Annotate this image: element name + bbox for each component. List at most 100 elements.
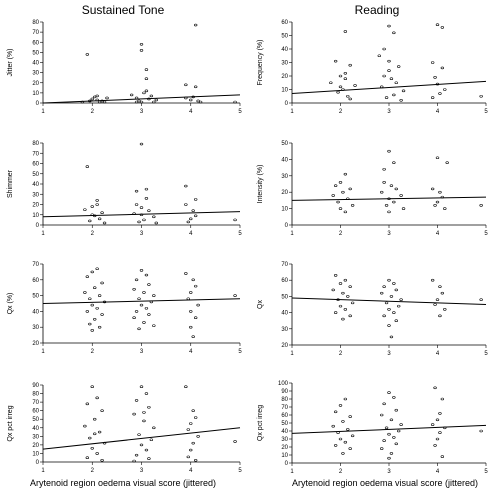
y-tick-label: 70 xyxy=(281,262,288,268)
x-tick-label: 4 xyxy=(189,468,193,474)
data-point xyxy=(336,90,340,94)
data-point xyxy=(142,218,146,222)
data-point xyxy=(139,49,144,52)
data-point xyxy=(90,303,94,307)
data-point xyxy=(139,213,144,217)
data-point xyxy=(392,31,396,35)
x-tick-label: 4 xyxy=(436,469,440,475)
y-tick-label: 10 xyxy=(32,451,39,457)
data-point xyxy=(348,415,352,418)
data-point xyxy=(152,215,156,219)
y-tick-label: 80 xyxy=(32,20,39,26)
data-point xyxy=(387,456,391,460)
data-point xyxy=(384,204,389,207)
y-axis-label: Qx pct irreg xyxy=(7,405,14,441)
data-point xyxy=(430,61,435,64)
data-point xyxy=(184,272,188,275)
data-point xyxy=(139,42,144,46)
y-tick-label: 80 xyxy=(32,141,39,147)
data-point xyxy=(333,444,338,447)
x-tick-label: 4 xyxy=(189,109,193,115)
data-point xyxy=(394,187,398,191)
panel-qx_pct_irreg_sustained: 0 10 20 30 40 50 60 70 80 90 1 2 3 4 5 Qx pct irreg xyxy=(7,383,242,474)
x-tick-label: 1 xyxy=(290,109,294,115)
column-title-sustained-tone: Sustained Tone xyxy=(82,3,165,17)
data-point xyxy=(387,432,391,436)
fit-line xyxy=(291,297,487,305)
y-tick-label: 60 xyxy=(281,413,288,419)
data-point xyxy=(139,100,144,104)
data-point xyxy=(397,304,401,308)
data-point xyxy=(85,53,90,56)
x-tick-label: 3 xyxy=(387,109,391,115)
data-point xyxy=(186,428,190,431)
data-point xyxy=(438,92,442,95)
data-point xyxy=(380,413,384,417)
data-point xyxy=(233,218,237,222)
data-point xyxy=(350,434,355,438)
y-axis-label: Jitter (%) xyxy=(7,49,14,77)
data-point xyxy=(102,300,107,304)
data-point xyxy=(186,297,190,301)
data-point xyxy=(387,324,391,327)
data-point xyxy=(196,435,200,438)
x-tick-label: 5 xyxy=(238,231,242,237)
data-point xyxy=(193,85,198,89)
data-point xyxy=(443,308,447,311)
x-tick-label: 4 xyxy=(436,231,440,237)
data-point xyxy=(382,74,386,78)
data-point xyxy=(338,404,343,407)
data-point xyxy=(338,74,343,78)
data-point xyxy=(97,430,102,434)
data-point xyxy=(88,219,92,223)
x-tick-label: 5 xyxy=(484,469,488,475)
data-point xyxy=(479,429,483,433)
data-point xyxy=(350,301,355,305)
panel-frequency: 0 10 20 30 40 50 60 1 2 3 4 5 Frequency (%) xyxy=(257,20,488,115)
y-tick-label: 60 xyxy=(32,40,39,46)
data-point xyxy=(193,23,198,27)
data-point xyxy=(479,298,483,301)
data-point xyxy=(189,325,193,329)
data-point xyxy=(80,100,85,104)
data-point xyxy=(346,428,350,431)
data-point xyxy=(134,96,139,100)
data-point xyxy=(382,167,386,171)
y-axis-label: Frequency (%) xyxy=(257,40,264,86)
y-tick-label: 80 xyxy=(32,392,39,398)
data-point xyxy=(198,100,203,104)
data-point xyxy=(343,397,348,401)
data-point xyxy=(189,448,193,452)
x-tick-label: 1 xyxy=(41,468,45,474)
data-point xyxy=(100,211,104,214)
data-point xyxy=(336,298,340,301)
x-tick-label: 4 xyxy=(189,349,193,355)
data-point xyxy=(132,459,136,463)
data-point xyxy=(341,452,345,455)
data-point xyxy=(346,197,350,201)
data-point xyxy=(132,412,136,416)
x-tick-label: 1 xyxy=(290,469,294,475)
data-point xyxy=(435,418,440,422)
data-point xyxy=(387,59,391,63)
x-tick-label: 5 xyxy=(484,109,488,115)
data-point xyxy=(100,313,104,316)
panel-qx_sustained: 20 30 40 50 60 70 1 2 3 4 5 Qx (%) xyxy=(7,262,242,355)
data-point xyxy=(384,426,389,430)
x-tick-label: 2 xyxy=(339,351,343,357)
x-tick-label: 1 xyxy=(290,351,294,357)
data-point xyxy=(85,275,90,278)
data-point xyxy=(83,424,87,428)
data-point xyxy=(430,278,435,282)
data-point xyxy=(85,165,90,168)
data-point xyxy=(394,442,398,446)
y-tick-label: 70 xyxy=(32,262,39,268)
data-point xyxy=(139,303,144,307)
y-tick-label: 30 xyxy=(281,437,288,443)
data-point xyxy=(97,294,102,297)
data-point xyxy=(380,190,384,194)
y-tick-label: 50 xyxy=(281,421,288,427)
data-point xyxy=(95,203,99,206)
data-point xyxy=(387,278,391,282)
